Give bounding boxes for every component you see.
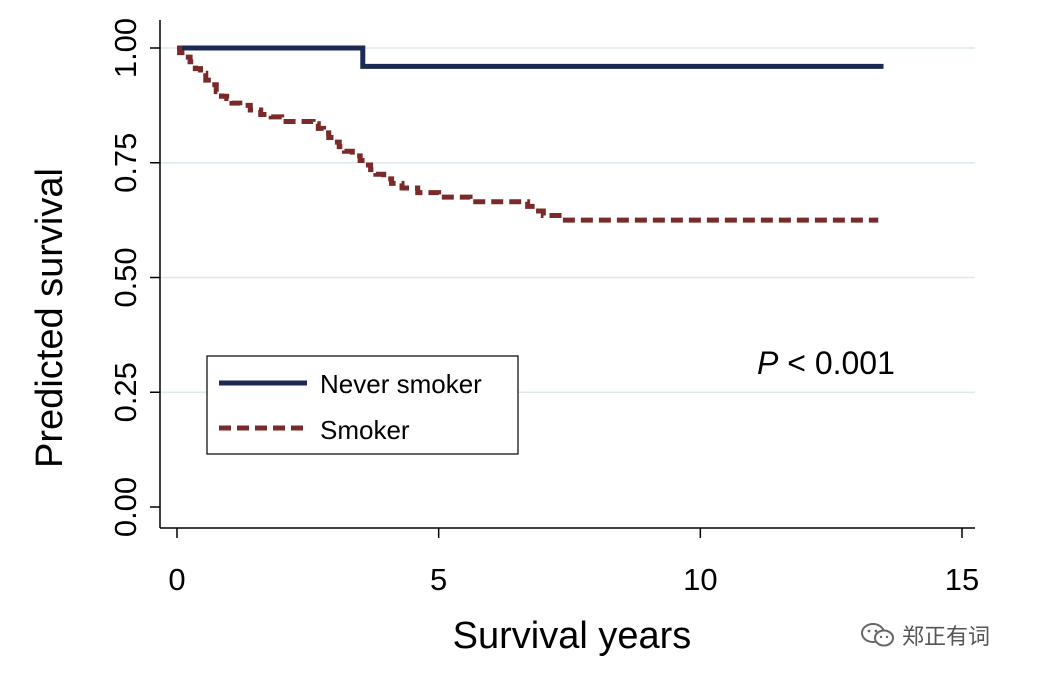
x-ticks: 0 5 10 15: [168, 528, 979, 597]
y-tick-label: 1.00: [108, 18, 143, 78]
legend: Never smoker Smoker: [206, 355, 519, 455]
p-value-rest: < 0.001: [778, 345, 895, 381]
y-tick-label: 0.75: [108, 133, 143, 193]
x-tick-label: 10: [683, 562, 717, 597]
wechat-icon: [861, 623, 894, 647]
series-line-never-smoker: [177, 45, 884, 69]
y-axis-title: Predicted survival: [29, 168, 71, 468]
x-tick-label: 5: [430, 562, 447, 597]
p-value-annotation: P < 0.001: [757, 345, 895, 381]
y-tick-label: 0.50: [108, 247, 143, 307]
series-line-smoker: [177, 45, 879, 223]
y-ticks: 0.00 0.25 0.50 0.75 1.00: [108, 18, 160, 537]
x-tick-label: 0: [168, 562, 185, 597]
x-axis-title: Survival years: [453, 615, 692, 657]
series-lines: [177, 45, 884, 223]
legend-label-never-smoker: Never smoker: [320, 369, 482, 399]
legend-box: [206, 355, 519, 455]
legend-label-smoker: Smoker: [320, 415, 410, 445]
x-tick-label: 15: [945, 562, 979, 597]
watermark: 郑正有词: [860, 620, 990, 650]
watermark-text: 郑正有词: [902, 625, 991, 650]
y-tick-label: 0.25: [108, 362, 143, 422]
y-tick-label: 0.00: [108, 477, 143, 537]
p-value-italic: P: [757, 345, 779, 381]
